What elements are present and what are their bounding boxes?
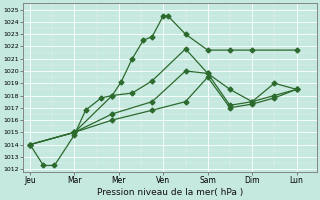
X-axis label: Pression niveau de la mer( hPa ): Pression niveau de la mer( hPa ) xyxy=(97,188,243,197)
